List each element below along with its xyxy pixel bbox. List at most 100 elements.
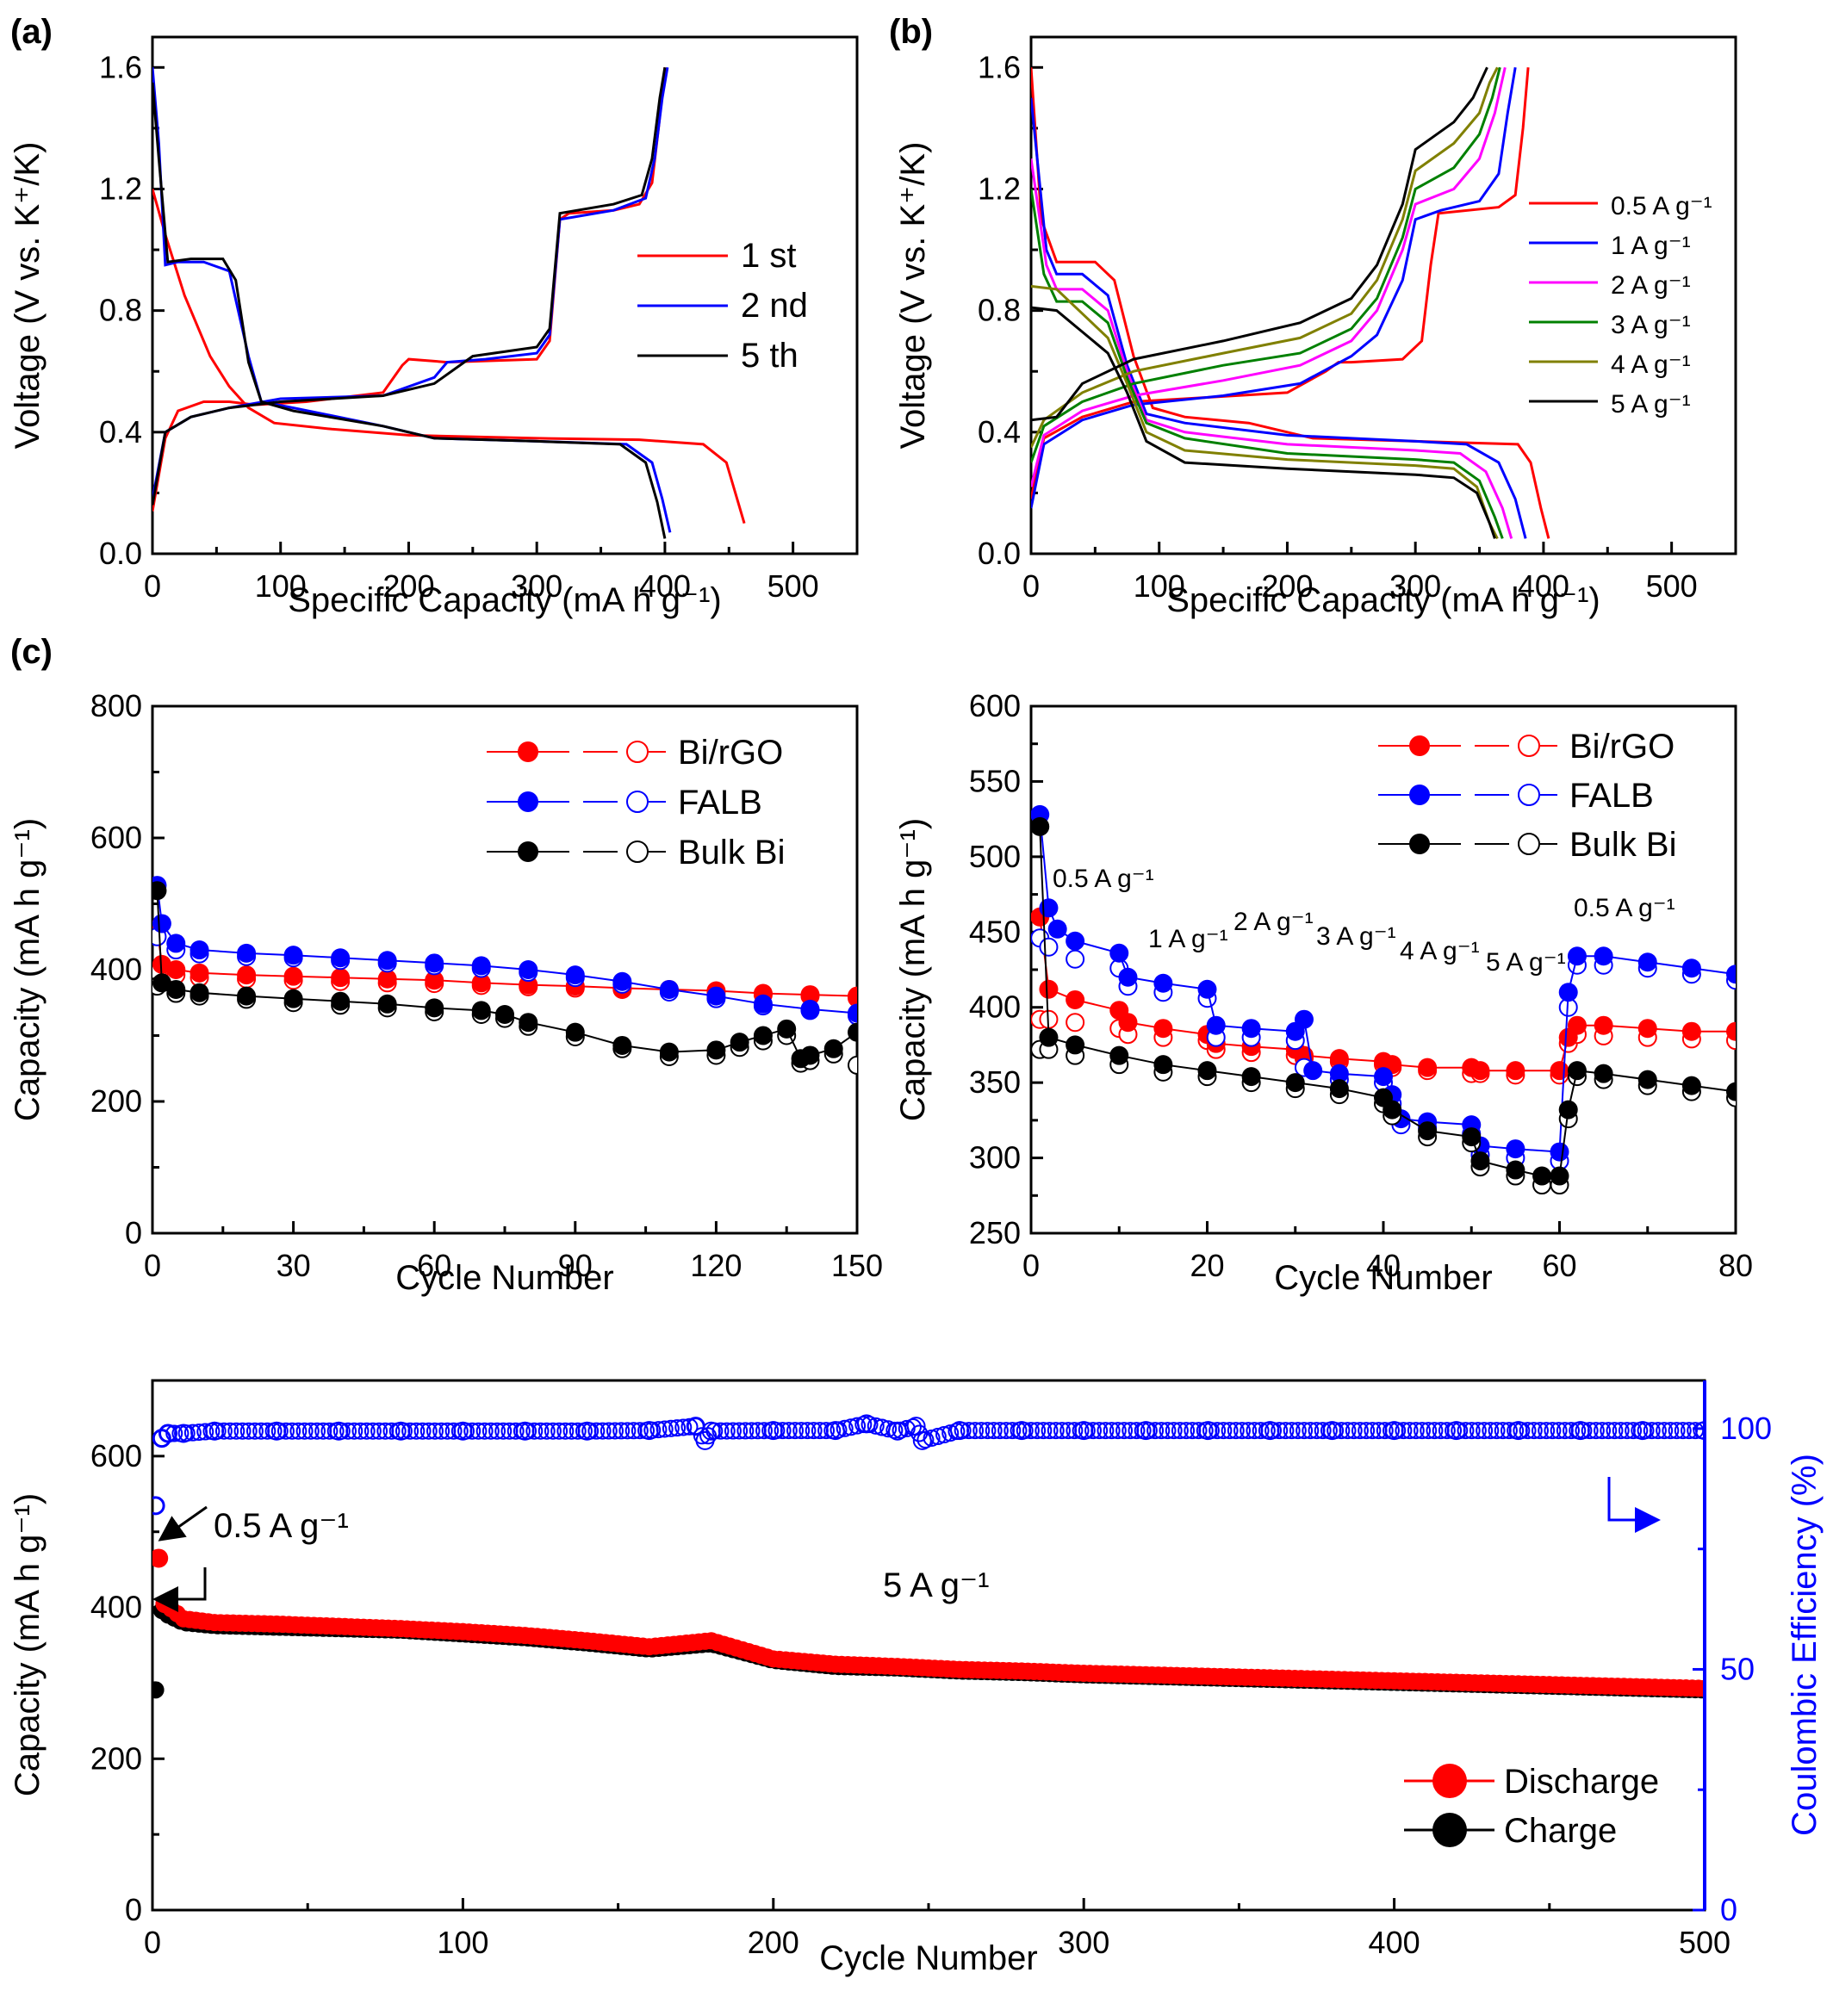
ce-marker [1283, 1422, 1301, 1440]
filled-marker-1 [1039, 898, 1059, 918]
filled-marker-1 [1506, 1139, 1525, 1159]
ce-marker [1146, 1422, 1165, 1440]
filled-marker-0 [471, 973, 491, 993]
ce-marker [1508, 1421, 1528, 1441]
ce-marker [329, 1421, 349, 1441]
y2-tick-label: 100 [1720, 1411, 1772, 1446]
ce-marker [214, 1422, 233, 1440]
plot-frame [1029, 35, 1737, 555]
ce-marker [1438, 1422, 1456, 1440]
y-tick-label: 350 [969, 1064, 1021, 1100]
x-tick-label: 40 [1366, 1248, 1401, 1283]
ce-marker [1322, 1421, 1342, 1441]
filled-marker-2 [1031, 816, 1050, 836]
ce-marker [1074, 1421, 1094, 1441]
ce-marker [1606, 1422, 1624, 1440]
plot-area [1031, 804, 1736, 1195]
filled-marker-2 [848, 1022, 857, 1042]
series-line-1 [1031, 97, 1527, 539]
series-line-2 [1031, 66, 1507, 487]
left-axis-indicator-arrow [152, 1567, 207, 1612]
x-tick-label: 100 [1134, 568, 1185, 604]
x-tick-label: 500 [1646, 568, 1698, 604]
legend-label-5: 5 A g⁻¹ [1611, 390, 1691, 419]
plot-area [152, 67, 746, 539]
ce-marker [1457, 1422, 1475, 1440]
filled-marker-1 [659, 979, 679, 999]
rate-annotation: 3 A g⁻¹ [1316, 922, 1396, 951]
legend-filled-marker-2 [1409, 834, 1430, 854]
ce-marker [887, 1421, 907, 1441]
filled-marker-1 [283, 946, 303, 965]
legend-label-0: 1 st [741, 237, 796, 275]
ce-marker [1625, 1422, 1643, 1440]
ce-marker [1296, 1422, 1314, 1440]
series-line-1 [1031, 67, 1517, 509]
filled-marker-1 [1550, 1142, 1569, 1162]
ce-marker [587, 1422, 606, 1440]
ce-marker [668, 1419, 687, 1437]
ce-marker [693, 1427, 711, 1445]
ce-marker [1177, 1422, 1196, 1440]
filled-marker-1 [331, 948, 351, 968]
ce-marker [786, 1422, 805, 1440]
x-tick-label: 0 [144, 1925, 161, 1960]
rate-annotation: 0.5 A g⁻¹ [1053, 865, 1154, 893]
ce-marker [1395, 1422, 1413, 1440]
ce-marker [1563, 1422, 1581, 1440]
ce-marker [205, 1421, 225, 1441]
x-tick-label: 0 [144, 568, 161, 604]
ce-marker [1233, 1422, 1252, 1440]
filled-marker-1 [1374, 1067, 1393, 1087]
ce-marker [985, 1422, 1003, 1440]
filled-marker-0 [848, 986, 857, 1006]
ce-marker [1500, 1422, 1518, 1440]
ce-marker [701, 1421, 721, 1441]
legend-label-2: Bulk Bi [678, 834, 786, 872]
rate-annotation: 0.5 A g⁻¹ [1574, 894, 1675, 922]
x-tick-label: 150 [831, 1248, 883, 1283]
ce-marker [351, 1422, 370, 1440]
filled-marker-0 [1066, 989, 1085, 1009]
ce-marker [1128, 1422, 1146, 1440]
discharge-marker [155, 1594, 175, 1614]
y-tick-label: 200 [90, 1083, 142, 1119]
discharge-marker [152, 1548, 169, 1568]
filled-marker-2 [1039, 1027, 1059, 1047]
panel-c: (c) 0 30 60 90 120 150 0 200 400 600 800 Cycle Numbe… [9, 633, 883, 1297]
ce-marker [494, 1422, 513, 1440]
ce-marker [426, 1422, 444, 1440]
y-tick-label: 0.0 [978, 536, 1021, 571]
x-tick-label: 100 [255, 568, 307, 604]
series-line-1 [152, 67, 672, 533]
ce-marker [1550, 1422, 1568, 1440]
ce-marker [1426, 1422, 1444, 1440]
ce-marker [482, 1422, 500, 1440]
legend-open-marker-2 [1518, 833, 1540, 855]
y-tick-label: 800 [90, 688, 142, 723]
y-tick-label: 0.8 [978, 293, 1021, 328]
ce-marker [1476, 1422, 1494, 1440]
ce-marker [419, 1422, 438, 1440]
rate-annotation: 4 A g⁻¹ [1400, 937, 1480, 965]
x-tick-label: 20 [1190, 1248, 1224, 1283]
panel-a: (a) 0 100 200 300 400 500 0.0 0.4 0.8 1.2 1.6 Specif… [9, 13, 859, 619]
legend-open-marker-0 [626, 741, 649, 763]
filled-marker-2 [1109, 1045, 1129, 1065]
filled-marker-2 [1558, 1100, 1578, 1120]
filled-marker-1 [1594, 946, 1613, 966]
x-tick-label: 300 [1389, 568, 1441, 604]
ce-marker [1519, 1422, 1537, 1440]
filled-marker-0 [1550, 1061, 1569, 1081]
x-axis-title: Cycle Number [1274, 1259, 1492, 1297]
filled-marker-0 [166, 960, 186, 979]
filled-marker-2 [283, 989, 303, 1008]
filled-marker-2 [471, 1001, 491, 1020]
ce-marker [1333, 1422, 1351, 1440]
ce-marker [258, 1422, 277, 1440]
filled-marker-2 [565, 1022, 585, 1042]
ce-marker [1594, 1422, 1612, 1440]
ce-marker [755, 1422, 773, 1440]
ce-marker [817, 1422, 836, 1440]
y-tick-label: 250 [969, 1215, 1021, 1250]
